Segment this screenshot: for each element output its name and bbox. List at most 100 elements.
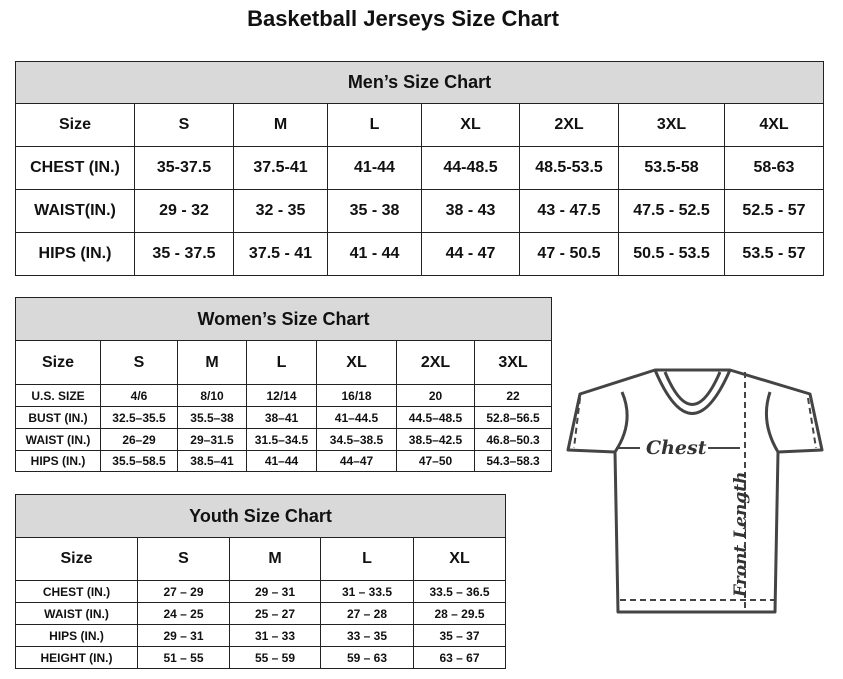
- row-label: WAIST(IN.): [15, 189, 135, 233]
- column-header: S: [137, 537, 230, 581]
- table-cell: 59 – 63: [320, 646, 414, 669]
- chest-label: Chest: [646, 437, 707, 459]
- table-cell: 41–44: [246, 450, 317, 472]
- table-cell: 35.5–58.5: [100, 450, 178, 472]
- column-header: 2XL: [519, 103, 619, 147]
- header-row: Size S M L XL 2XL 3XL 4XL: [15, 103, 824, 147]
- table-cell: 41 - 44: [327, 232, 422, 276]
- table-cell: 38.5–42.5: [396, 428, 475, 451]
- table-cell: 33.5 – 36.5: [412, 580, 507, 603]
- column-header: S: [134, 103, 234, 147]
- column-header: M: [233, 103, 328, 147]
- table-title: Women’s Size Chart: [14, 297, 553, 341]
- table-cell: 12/14: [246, 384, 317, 407]
- table-cell: 51 – 55: [137, 646, 230, 669]
- table-row: WAIST (IN.) 24 – 25 25 – 27 27 – 28 28 – 29.…: [15, 602, 507, 625]
- table-cell: 55 – 59: [229, 646, 321, 669]
- table-row: U.S. SIZE 4/6 8/10 12/14 16/18 20 22: [15, 384, 553, 407]
- table-cell: 22: [473, 384, 553, 407]
- table-cell: 38–41: [246, 406, 317, 429]
- table-row: CHEST (IN.) 27 – 29 29 – 31 31 – 33.5 33.5 –…: [15, 580, 507, 603]
- table-cell: 63 – 67: [412, 646, 507, 669]
- column-header: 4XL: [724, 103, 824, 147]
- jersey-diagram: Chest Front Length: [566, 368, 824, 614]
- column-header: L: [246, 340, 317, 385]
- table-cell: 27 – 28: [320, 602, 414, 625]
- table-cell: 50.5 - 53.5: [618, 232, 725, 276]
- row-label: U.S. SIZE: [15, 384, 101, 407]
- table-cell: 54.3–58.3: [473, 450, 553, 472]
- table-cell: 47–50: [396, 450, 475, 472]
- column-header: 2XL: [396, 340, 475, 385]
- table-cell: 35-37.5: [134, 146, 234, 190]
- mens-size-table: Men’s Size Chart Size S M L XL 2XL 3XL 4XL CHEST …: [15, 61, 824, 276]
- row-label: CHEST (IN.): [15, 580, 138, 603]
- womens-size-table: Women’s Size Chart Size S M L XL 2XL 3XL U.S. SI…: [14, 297, 553, 472]
- table-cell: 44 - 47: [421, 232, 520, 276]
- table-title: Men’s Size Chart: [15, 61, 824, 104]
- column-header: Size: [15, 537, 138, 581]
- row-label: HIPS (IN.): [15, 232, 135, 276]
- table-cell: 27 – 29: [137, 580, 230, 603]
- table-cell: 31 – 33: [229, 624, 321, 647]
- table-row: WAIST (IN.) 26–29 29–31.5 31.5–34.5 34.5–38.…: [15, 428, 553, 451]
- table-cell: 35 – 37: [412, 624, 507, 647]
- column-header: M: [177, 340, 247, 385]
- table-cell: 24 – 25: [137, 602, 230, 625]
- table-cell: 38.5–41: [177, 450, 247, 472]
- table-cell: 47.5 - 52.5: [618, 189, 725, 233]
- table-cell: 53.5 - 57: [724, 232, 824, 276]
- header-row: Size S M L XL: [15, 537, 507, 581]
- table-cell: 35 - 38: [327, 189, 422, 233]
- table-cell: 25 – 27: [229, 602, 321, 625]
- table-cell: 58-63: [724, 146, 824, 190]
- table-title: Youth Size Chart: [14, 494, 507, 538]
- table-cell: 32.5–35.5: [100, 406, 178, 429]
- shirt-outline: [566, 368, 824, 614]
- table-cell: 33 – 35: [320, 624, 414, 647]
- table-cell: 47 - 50.5: [519, 232, 619, 276]
- table-row: CHEST (IN.) 35-37.5 37.5-41 41-44 44-48.5 48.…: [15, 146, 824, 190]
- table-cell: 35.5–38: [177, 406, 247, 429]
- column-header: 3XL: [618, 103, 725, 147]
- table-cell: 31 – 33.5: [320, 580, 414, 603]
- table-row: HEIGHT (IN.) 51 – 55 55 – 59 59 – 63 63 – 67: [15, 646, 507, 669]
- table-cell: 29 - 32: [134, 189, 234, 233]
- column-header: S: [100, 340, 178, 385]
- row-label: HEIGHT (IN.): [15, 646, 138, 669]
- table-cell: 41–44.5: [316, 406, 397, 429]
- table-cell: 46.8–50.3: [473, 428, 553, 451]
- front-length-label: Front Length: [731, 472, 751, 598]
- row-label: HIPS (IN.): [15, 624, 138, 647]
- table-row: WAIST(IN.) 29 - 32 32 - 35 35 - 38 38 - 43 43…: [15, 189, 824, 233]
- table-cell: 20: [396, 384, 475, 407]
- table-cell: 43 - 47.5: [519, 189, 619, 233]
- row-label: BUST (IN.): [15, 406, 101, 429]
- table-cell: 37.5-41: [233, 146, 328, 190]
- column-header: L: [320, 537, 414, 581]
- table-cell: 44.5–48.5: [396, 406, 475, 429]
- page-title: Basketball Jerseys Size Chart: [247, 6, 559, 31]
- table-cell: 52.5 - 57: [724, 189, 824, 233]
- table-cell: 29–31.5: [177, 428, 247, 451]
- table-cell: 31.5–34.5: [246, 428, 317, 451]
- column-header: XL: [412, 537, 507, 581]
- table-cell: 53.5-58: [618, 146, 725, 190]
- table-cell: 29 – 31: [229, 580, 321, 603]
- column-header: 3XL: [473, 340, 553, 385]
- header-row: Size S M L XL 2XL 3XL: [15, 340, 553, 385]
- column-header: M: [229, 537, 321, 581]
- table-cell: 26–29: [100, 428, 178, 451]
- column-header: XL: [421, 103, 520, 147]
- column-header: L: [327, 103, 422, 147]
- column-header: XL: [316, 340, 397, 385]
- table-cell: 16/18: [316, 384, 397, 407]
- row-label: CHEST (IN.): [15, 146, 135, 190]
- table-cell: 4/6: [100, 384, 178, 407]
- table-cell: 41-44: [327, 146, 422, 190]
- table-cell: 8/10: [177, 384, 247, 407]
- row-label: WAIST (IN.): [15, 602, 138, 625]
- table-cell: 34.5–38.5: [316, 428, 397, 451]
- table-row: HIPS (IN.) 35 - 37.5 37.5 - 41 41 - 44 44 - …: [15, 232, 824, 276]
- table-cell: 35 - 37.5: [134, 232, 234, 276]
